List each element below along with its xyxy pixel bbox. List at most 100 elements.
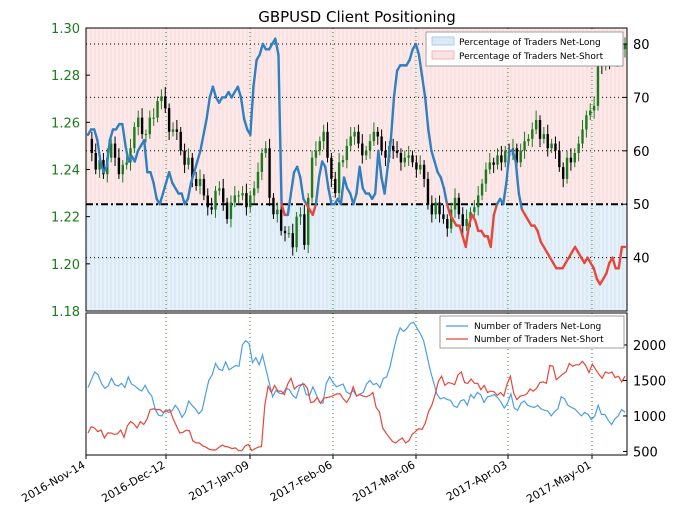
candle-body [90,138,94,153]
x-tick-label: 2016-Nov-14 [19,458,87,505]
pct-segment [327,186,333,206]
pct-segment [617,245,624,270]
pct-segment [286,192,293,217]
candle-body [225,202,229,220]
left-tick-label: 1.30 [51,22,80,37]
pct-segment [189,170,196,185]
left-tick-label: 1.28 [51,69,80,84]
candle-body [476,195,480,208]
pct-segment [99,160,105,174]
pct-segment [108,128,115,142]
candle-body [534,119,538,130]
candle-body [299,214,302,217]
candle-body [554,143,557,151]
candle-body [252,188,256,196]
candle-body [237,195,240,197]
lower-legend: Number of Traders Net-Long Number of Trad… [439,315,625,349]
lower-right-tick-label: 2000 [633,339,666,354]
pct-segment [274,37,280,56]
pct-segment [167,170,174,185]
right-tick-label: 70 [633,91,650,106]
candle-body [341,160,345,163]
pct-segment [202,117,208,136]
candle-body [210,207,213,210]
lower-frame [85,312,628,456]
lower-right-tick-label: 1000 [633,410,666,425]
pct-segment [420,74,427,99]
lower-right-tick-label: 1500 [633,374,666,389]
legend-swatch-short [431,50,455,60]
candle-body [492,162,495,165]
candle-body [109,143,113,158]
legend-label-short: Percentage of Traders Net-Short [459,52,604,62]
candle-body [307,197,310,245]
candle-body [322,131,325,142]
pct-segment [389,96,396,142]
pct-segment [324,165,330,190]
candle-body [125,162,128,165]
candle-body [268,148,271,198]
candle-body [113,143,117,158]
candle-body [140,117,144,135]
candle-body [577,143,580,153]
candle-body [469,211,472,220]
pct-segment [611,256,617,270]
pct-segment [445,203,452,217]
candle-body [546,134,549,149]
candle-body [164,96,167,109]
candle-body [191,157,194,179]
candle-body [295,216,298,248]
candle-body [264,148,267,153]
pct-segment [592,267,599,281]
pct-segment [133,149,140,163]
candle-body [411,155,414,163]
pct-segment [423,96,430,131]
candle-body [330,157,333,179]
candle-body [291,233,294,248]
candle-body [361,143,364,156]
candle-body [279,209,283,231]
candle-body [449,209,453,229]
pct-segment [105,138,112,169]
pct-segment [605,261,611,275]
pct-segment [196,149,202,163]
pct-segment [386,138,393,169]
pct-segment [464,224,471,249]
pct-segment [505,149,511,185]
candle-body [287,233,291,235]
candle-body [256,171,260,189]
candle-body [183,150,186,165]
candle-body [573,152,576,163]
candle-body [380,136,383,151]
pct-segment [299,176,305,201]
x-axis: 2016-Nov-14 2016-Dec-12 2017-Jan-09 2017-Fe… [19,455,594,506]
pct-segment [249,85,255,136]
candle-body [585,115,588,130]
pct-segment [511,149,517,163]
pct-segment [317,160,324,179]
candle-body [276,209,279,215]
candle-body [364,150,368,156]
candle-body [102,160,105,175]
x-tick-label: 2016-Dec-12 [99,458,167,505]
pct-segment [442,186,449,206]
legend-label-net-short: Number of Traders Net-Short [474,335,604,345]
pct-segment [252,58,258,88]
candle-body [592,105,596,111]
upper-panel-background [86,28,627,311]
pct-segment [124,144,130,163]
pct-segment [433,160,439,174]
candle-body [527,138,530,142]
pct-segment [430,149,436,163]
candle-body [565,157,569,179]
candle-body [303,214,306,245]
count-lines [87,321,626,452]
candle-body [419,164,422,170]
pct-segment [314,176,321,206]
candle-body [484,169,488,184]
pct-segment [352,192,358,206]
candle-body [148,117,152,135]
candle-body [372,131,376,142]
candle-body [314,150,318,158]
candle-body [129,148,132,163]
